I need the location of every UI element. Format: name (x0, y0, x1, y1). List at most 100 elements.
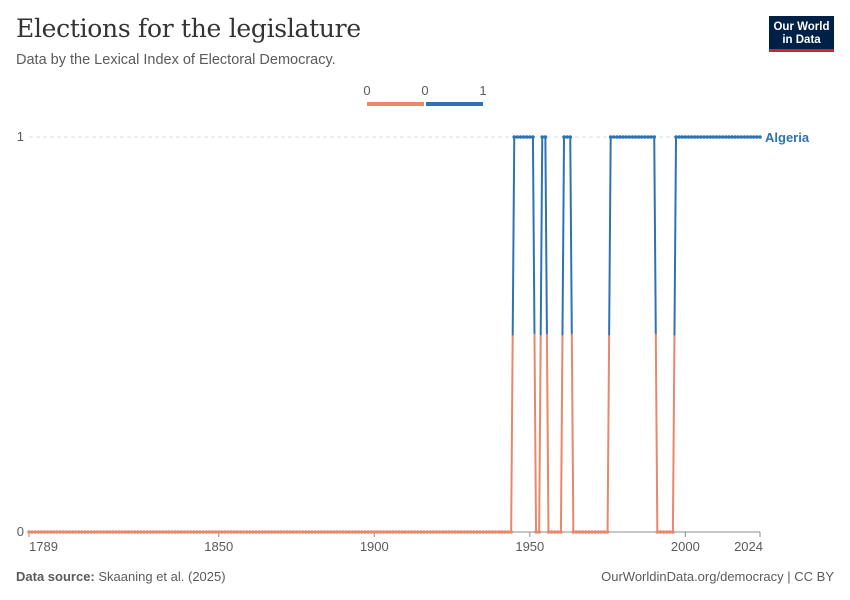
data-point-1983 (630, 135, 635, 139)
data-point-1939 (493, 530, 498, 534)
data-point-2017 (736, 135, 741, 139)
data-point-1964 (571, 530, 576, 534)
data-point-1896 (360, 530, 364, 534)
series-line-segment (671, 333, 676, 533)
data-point-1855 (232, 530, 237, 534)
data-point-1902 (378, 530, 383, 534)
data-point-1797 (52, 530, 56, 534)
data-point-1826 (142, 530, 146, 534)
data-point-1873 (288, 530, 293, 534)
data-point-1810 (92, 530, 97, 534)
legend-label-2: 1 (479, 83, 486, 98)
data-point-1899 (369, 530, 373, 534)
data-point-1989 (649, 135, 653, 139)
data-point-1961 (562, 135, 566, 139)
data-point-1945 (512, 135, 517, 139)
data-point-2004 (695, 135, 700, 139)
data-point-1849 (213, 530, 218, 534)
data-point-2019 (742, 135, 747, 139)
y-tick-label-1: 1 (17, 129, 24, 144)
data-point-1807 (83, 530, 87, 534)
data-point-1930 (465, 530, 470, 534)
data-point-2021 (748, 135, 753, 139)
legend[interactable]: 0 0 1 (363, 83, 487, 106)
data-point-1881 (313, 530, 317, 534)
data-point-1908 (397, 530, 401, 534)
data-point-1858 (241, 530, 246, 534)
data-point-1997 (674, 135, 678, 139)
x-tick-label-1789: 1789 (29, 539, 58, 554)
data-point-1848 (210, 530, 215, 534)
data-point-1971 (593, 530, 597, 534)
data-point-1842 (192, 530, 196, 534)
data-point-1978 (615, 135, 619, 139)
data-point-1963 (568, 135, 573, 139)
series-line-segment (544, 136, 548, 336)
data-point-1860 (248, 530, 252, 534)
data-point-1880 (310, 530, 314, 534)
data-point-1987 (643, 135, 647, 139)
data-point-1794 (42, 530, 47, 534)
data-point-1863 (257, 530, 261, 534)
data-point-2013 (723, 135, 728, 139)
data-point-1876 (297, 530, 302, 534)
data-point-1995 (667, 530, 672, 534)
data-point-1867 (269, 530, 274, 534)
data-point-1956 (546, 530, 551, 534)
data-point-1962 (565, 135, 569, 139)
data-point-1821 (126, 530, 131, 534)
data-point-2020 (745, 135, 750, 139)
data-point-1799 (58, 530, 62, 534)
data-point-1878 (304, 530, 308, 534)
data-point-1827 (145, 530, 150, 534)
data-point-1925 (450, 530, 454, 534)
data-point-2024 (758, 135, 762, 139)
data-point-1966 (577, 530, 582, 534)
data-point-1843 (195, 530, 199, 534)
series-line-segment (533, 333, 538, 533)
data-point-1837 (176, 530, 181, 534)
data-point-1985 (636, 135, 641, 139)
x-tick-label-2024: 2024 (734, 539, 763, 554)
grid: 01 (17, 129, 760, 539)
data-point-1950 (528, 135, 532, 139)
data-point-1915 (419, 530, 423, 534)
data-point-1789 (27, 530, 31, 534)
series-group[interactable] (27, 135, 762, 534)
data-point-1791 (33, 530, 38, 534)
data-point-1894 (353, 530, 358, 534)
data-point-1806 (80, 530, 84, 534)
owid-logo[interactable]: Our World in Data (769, 16, 834, 52)
data-point-1889 (338, 530, 342, 534)
data-point-1948 (521, 135, 526, 139)
series-line-segment (608, 136, 612, 336)
data-point-2003 (692, 135, 697, 139)
legend-label-1: 0 (421, 83, 428, 98)
data-point-1808 (86, 530, 90, 534)
data-point-2023 (755, 135, 759, 139)
data-point-1825 (139, 530, 143, 534)
data-point-1938 (490, 530, 495, 534)
data-point-1960 (559, 530, 563, 534)
chart-title: Elections for the legislature (16, 14, 361, 43)
data-point-1936 (484, 530, 489, 534)
data-point-1798 (55, 530, 59, 534)
data-point-1931 (468, 530, 473, 534)
data-point-1947 (518, 135, 523, 139)
data-point-1790 (30, 530, 34, 534)
data-point-1992 (658, 530, 663, 534)
y-tick-label-0: 0 (17, 524, 24, 539)
data-point-2018 (739, 135, 744, 139)
data-point-2007 (705, 135, 709, 139)
data-point-1841 (188, 530, 193, 534)
data-point-1905 (388, 530, 392, 534)
data-point-1923 (444, 530, 448, 534)
data-point-2008 (708, 135, 713, 139)
axes: 1789 1850 1900 1950 2000 2024 (28, 531, 763, 554)
data-point-1828 (148, 530, 153, 534)
data-point-1954 (540, 135, 545, 139)
data-source-text[interactable]: Skaaning et al. (2025) (98, 569, 226, 584)
data-point-1793 (39, 530, 44, 534)
url-license[interactable]: OurWorldinData.org/democracy | CC BY (601, 569, 834, 584)
